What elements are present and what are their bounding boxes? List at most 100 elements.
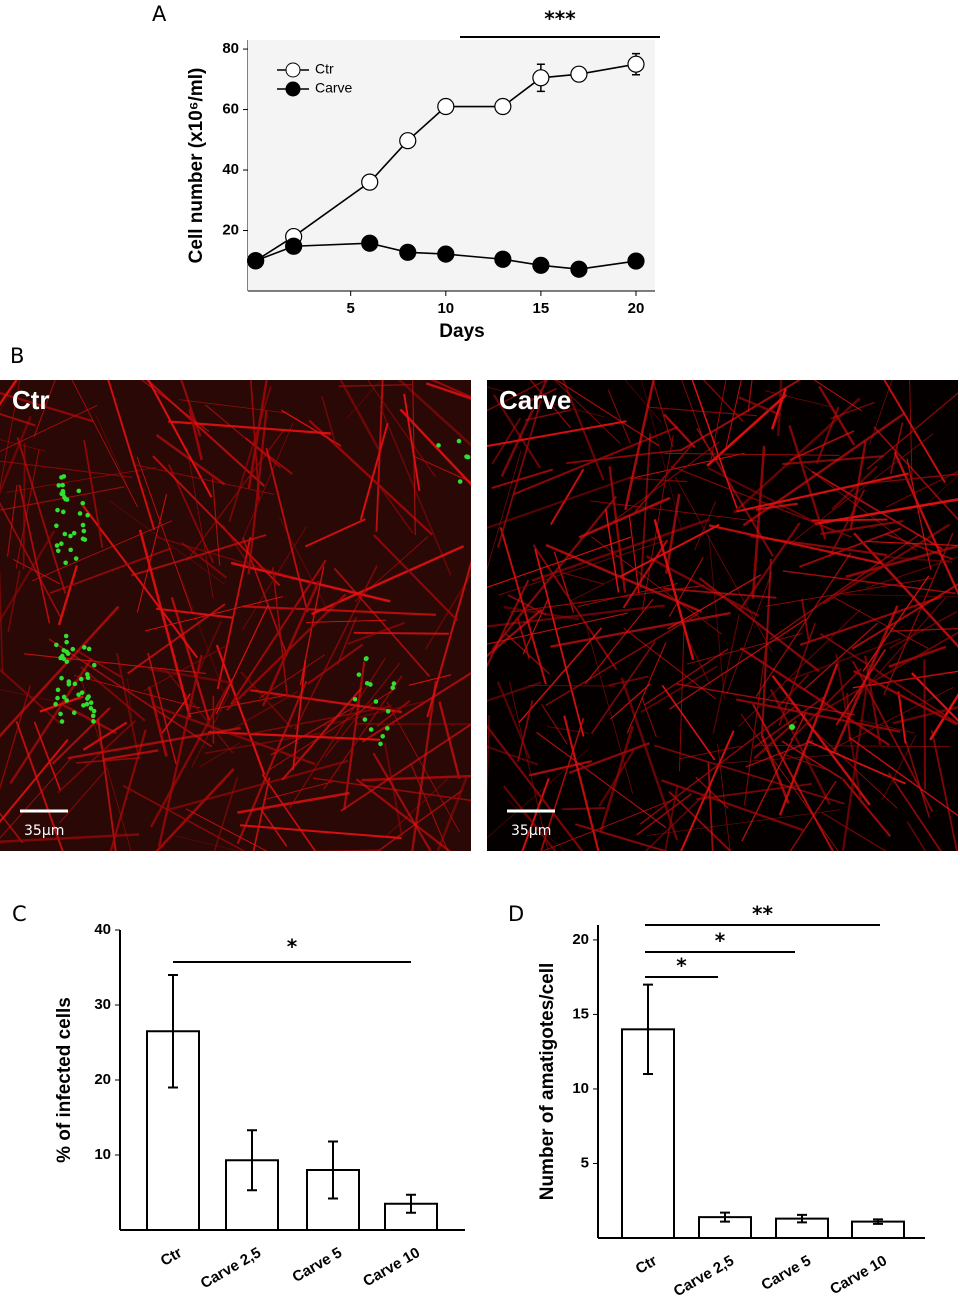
fiber xyxy=(663,587,777,599)
data-point xyxy=(399,132,417,150)
fiber xyxy=(243,705,392,736)
fiber xyxy=(841,684,869,851)
fiber xyxy=(339,380,381,452)
fiber xyxy=(628,515,640,594)
fiber xyxy=(777,751,829,771)
fiber xyxy=(820,519,904,535)
parasite xyxy=(88,706,94,711)
fiber xyxy=(138,529,192,718)
fiber xyxy=(755,744,950,748)
x-tick-label: Carve 2,5 xyxy=(671,1252,737,1300)
fiber xyxy=(408,674,452,686)
fiber xyxy=(425,382,471,400)
fiber xyxy=(215,604,269,715)
fiber xyxy=(549,468,585,526)
fiber xyxy=(885,470,958,508)
fiber xyxy=(667,574,762,630)
y-tick-label: 15 xyxy=(572,1005,589,1022)
fiber xyxy=(903,735,931,818)
fiber xyxy=(149,678,234,828)
parasite xyxy=(58,711,63,717)
fiber xyxy=(813,631,958,717)
parasite xyxy=(56,483,62,488)
fiber xyxy=(347,621,405,645)
fiber xyxy=(261,773,317,851)
fiber xyxy=(397,380,471,447)
fiber xyxy=(623,627,717,700)
fiber xyxy=(333,567,431,677)
parasite xyxy=(368,727,374,732)
fiber xyxy=(292,659,307,771)
fiber xyxy=(578,496,671,539)
fiber xyxy=(0,405,98,452)
fiber xyxy=(97,718,117,851)
parasite xyxy=(70,646,76,652)
legend-label: Carve xyxy=(315,80,353,96)
fiber xyxy=(141,380,210,432)
parasite xyxy=(81,645,87,650)
x-tick-label: 20 xyxy=(628,300,645,317)
fiber xyxy=(680,380,802,452)
data-point xyxy=(494,97,512,116)
parasite xyxy=(73,556,79,561)
fiber xyxy=(240,422,294,543)
fiber xyxy=(487,450,522,571)
fiber xyxy=(545,543,703,613)
fiber xyxy=(517,618,530,659)
fiber xyxy=(764,390,830,407)
fiber xyxy=(664,785,679,851)
fiber xyxy=(923,659,926,790)
parasite xyxy=(79,690,85,695)
fiber xyxy=(0,668,61,724)
fiber xyxy=(691,380,738,509)
fiber xyxy=(242,605,437,616)
fiber xyxy=(71,380,138,508)
fiber xyxy=(639,433,652,587)
fiber xyxy=(228,386,272,523)
micrograph xyxy=(0,380,471,851)
fiber xyxy=(487,536,632,588)
fiber xyxy=(811,518,888,522)
error-bar xyxy=(328,1140,338,1200)
fiber xyxy=(424,572,471,650)
x-axis-label: Days xyxy=(439,321,484,342)
fiber xyxy=(305,619,387,623)
fiber xyxy=(0,380,18,406)
fiber xyxy=(411,680,437,851)
parasite xyxy=(352,696,358,702)
fiber xyxy=(575,823,669,851)
fiber xyxy=(385,778,449,837)
y-tick-label: 40 xyxy=(94,921,111,938)
data-point xyxy=(570,260,588,278)
fiber xyxy=(848,736,958,817)
fiber xyxy=(820,633,958,725)
x-tick-label: 10 xyxy=(437,300,454,317)
fiber xyxy=(491,468,554,490)
fiber xyxy=(738,396,781,416)
fiber xyxy=(136,456,194,615)
fiber xyxy=(528,685,615,687)
error-bar xyxy=(797,1213,807,1224)
fiber xyxy=(343,661,366,810)
fiber xyxy=(304,518,366,548)
fiber xyxy=(376,699,411,727)
error-bar xyxy=(168,974,178,1089)
fiber xyxy=(620,677,679,841)
fiber xyxy=(739,647,890,747)
fiber xyxy=(234,690,299,729)
fiber xyxy=(403,393,421,491)
micrograph xyxy=(487,380,958,851)
fiber xyxy=(0,530,56,623)
parasite xyxy=(55,687,61,693)
fiber xyxy=(260,809,288,847)
fiber xyxy=(0,391,94,423)
fiber xyxy=(562,807,606,811)
parasite xyxy=(91,662,97,668)
fiber xyxy=(399,408,471,486)
parasite xyxy=(85,512,90,518)
fiber xyxy=(528,760,592,777)
data-point xyxy=(285,237,303,255)
significance-label: ** xyxy=(752,902,773,926)
fiber xyxy=(497,400,542,548)
fiber xyxy=(355,778,452,851)
